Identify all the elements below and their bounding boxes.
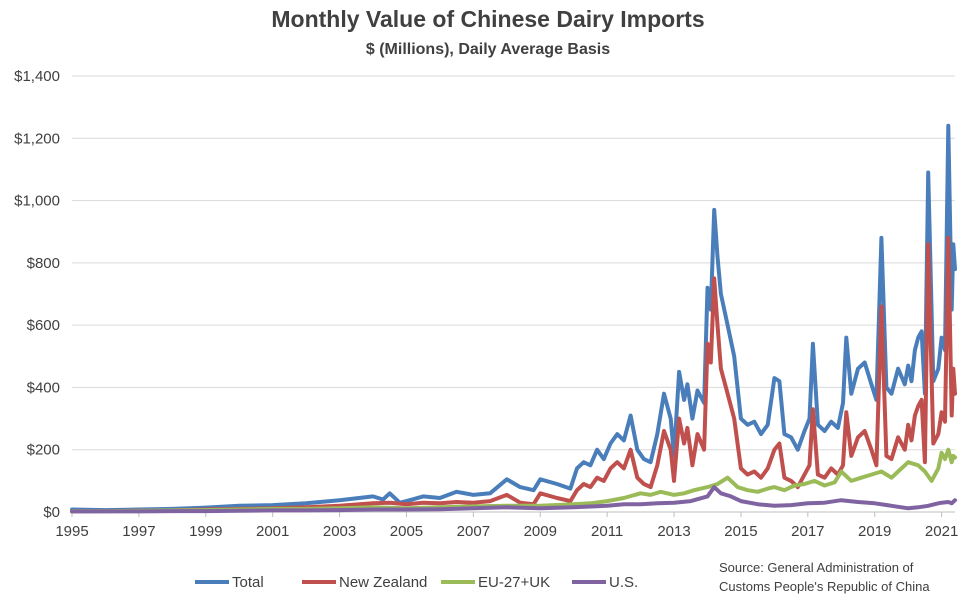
x-tick-label: 2017	[791, 523, 824, 540]
y-tick-label: $1,200	[14, 130, 60, 147]
x-tick-label: 2009	[524, 523, 557, 540]
x-tick-label: 2011	[591, 523, 623, 540]
y-tick-label: $1,400	[14, 68, 60, 85]
chart-subtitle: $ (Millions), Daily Average Basis	[365, 41, 611, 58]
y-tick-label: $800	[27, 255, 60, 272]
legend-label: EU-27+UK	[478, 574, 550, 591]
gridlines	[72, 75, 955, 451]
x-tick-label: 2003	[323, 523, 356, 540]
x-axis: 1995 1997 1999 2001 2003 2005 2007 2009 2011 2013…	[55, 511, 958, 540]
series-line-total	[70, 123, 957, 513]
x-tick-label: 2021	[925, 523, 958, 540]
source-note: Source: General Administration of Custom…	[719, 558, 930, 596]
legend-label: Total	[232, 574, 264, 591]
legend-label: U.S.	[609, 574, 638, 591]
y-tick-label: $1,000	[14, 193, 60, 210]
x-tick-label: 2007	[457, 523, 490, 540]
source-line-2: Customs People's Republic of China	[719, 579, 930, 594]
x-tick-label: 2019	[858, 523, 891, 540]
x-tick-label: 2013	[657, 523, 690, 540]
series-line-new-zealand	[70, 235, 957, 514]
y-tick-label: $400	[27, 379, 60, 396]
x-tick-label: 1999	[189, 523, 222, 540]
x-tick-label: 1997	[122, 523, 155, 540]
legend-label: New Zealand	[339, 574, 427, 591]
x-tick-label: 2015	[724, 523, 757, 540]
series-line-u-s	[70, 485, 957, 514]
x-tick-label: 2005	[390, 523, 423, 540]
x-tick-label: 1995	[55, 523, 88, 540]
chart-title: Monthly Value of Chinese Dairy Imports	[271, 6, 705, 32]
y-tick-label: $0	[43, 504, 60, 521]
y-axis: $0 $200 $400 $600 $800 $1,000 $1,200 $1,400	[14, 68, 60, 521]
legend: Total New Zealand EU-27+UK U.S.	[195, 574, 638, 591]
x-tick-label: 2001	[256, 523, 289, 540]
source-line-1: Source: General Administration of	[719, 560, 914, 575]
y-tick-label: $200	[27, 442, 60, 459]
series-lines	[70, 123, 957, 514]
y-tick-label: $600	[27, 317, 60, 334]
